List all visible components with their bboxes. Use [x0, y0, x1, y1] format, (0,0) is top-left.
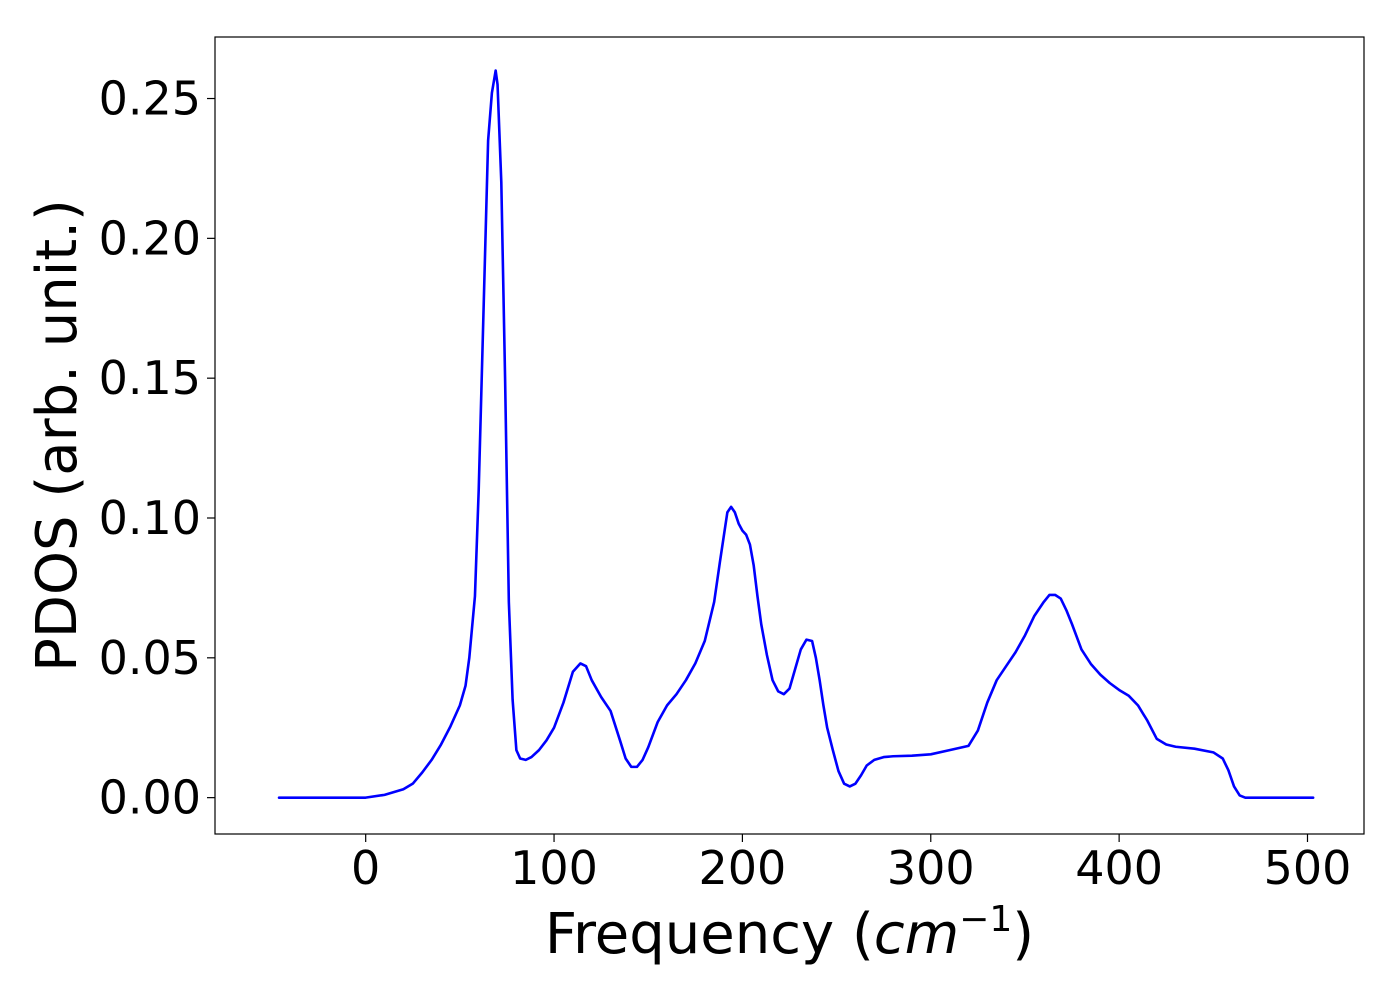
x-axis: 0 100 200 300 400 500: [351, 834, 1351, 895]
y-axis-label: PDOS (arb. unit.): [25, 199, 90, 672]
pdos-series-line: [277, 69, 1315, 799]
y-tick-label: 0.25: [99, 72, 201, 126]
y-tick-label: 0.15: [99, 351, 201, 405]
x-tick-label: 400: [1075, 841, 1163, 895]
series-layer: [277, 69, 1315, 799]
x-axis-label: Frequency (cm−1): [545, 899, 1034, 967]
x-tick-label: 500: [1264, 841, 1352, 895]
x-tick-label: 100: [510, 841, 598, 895]
plot-frame: [214, 36, 1365, 835]
x-tick-label: 0: [351, 841, 380, 895]
y-tick-label: 0.10: [99, 491, 201, 545]
y-tick-label: 0.00: [99, 771, 201, 825]
y-tick-label: 0.05: [99, 631, 201, 685]
y-tick-label: 0.20: [99, 211, 201, 265]
x-tick-label: 200: [699, 841, 787, 895]
x-tick-label: 300: [887, 841, 975, 895]
y-axis: 0.00 0.05 0.10 0.15 0.20 0.25: [99, 72, 215, 825]
